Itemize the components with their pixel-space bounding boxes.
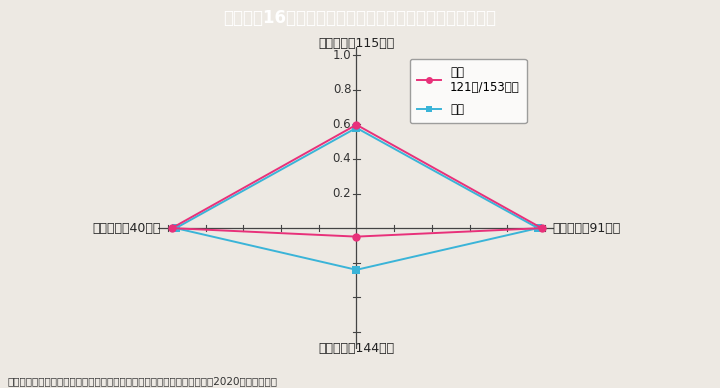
- Text: 教育分野（91位）: 教育分野（91位）: [552, 222, 621, 235]
- Text: 0.8: 0.8: [333, 83, 351, 96]
- Text: Ｉ－１－16図　各分野におけるジェンダー・ギャップ指数: Ｉ－１－16図 各分野におけるジェンダー・ギャップ指数: [223, 9, 497, 27]
- Text: 政治分野（144位）: 政治分野（144位）: [318, 342, 395, 355]
- Text: 0.6: 0.6: [333, 118, 351, 131]
- Text: 0.2: 0.2: [333, 187, 351, 200]
- Text: 1.0: 1.0: [333, 49, 351, 62]
- Text: 0.4: 0.4: [333, 152, 351, 165]
- Text: 経済分野（115位）: 経済分野（115位）: [318, 37, 395, 50]
- Text: 健康分野（40位）: 健康分野（40位）: [92, 222, 161, 235]
- Text: （備考）世界経済フォーラム「グローバル・ジェンダー・ギャップ報告書2020」より作成。: （備考）世界経済フォーラム「グローバル・ジェンダー・ギャップ報告書2020」より…: [7, 376, 277, 386]
- Legend: 日本
121位/153か国, 平均: 日本 121位/153か国, 平均: [410, 59, 527, 123]
